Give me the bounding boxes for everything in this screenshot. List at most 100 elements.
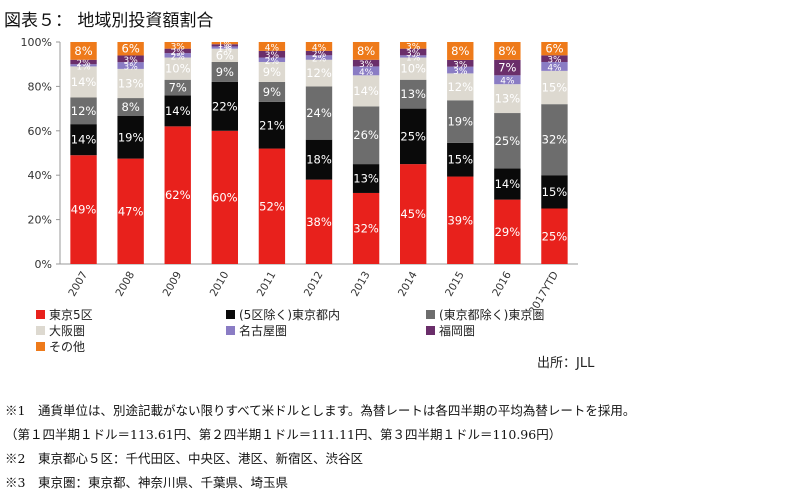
- bar-segment: [164, 42, 191, 49]
- bar-segment: [164, 53, 191, 58]
- legend-swatch: [226, 326, 235, 335]
- data-label: 4%: [312, 43, 327, 53]
- data-label: 32%: [353, 221, 379, 235]
- bar-segment: [117, 98, 144, 116]
- bar-segment: [211, 81, 239, 131]
- bar-segment: [70, 124, 97, 156]
- bar-segment: [117, 62, 144, 69]
- bar-segment: [70, 64, 97, 67]
- data-label: 8%: [451, 44, 469, 58]
- x-tick-label: 2008: [113, 270, 137, 299]
- footnote-exchange-rates: （第１四半期１ドル＝113.61円、第２四半期１ドル＝111.11円、第３四半期…: [5, 427, 562, 442]
- bar-segment: [352, 106, 380, 165]
- bar-segment: [305, 86, 333, 140]
- bar-segment: [447, 100, 474, 143]
- data-label: 26%: [353, 128, 379, 142]
- footnote-central-tokyo: ※2 東京都心５区：千代田区、中央区、港区、新宿区、渋谷区: [5, 451, 363, 466]
- bar-segment: [541, 42, 568, 56]
- data-label: 4%: [359, 68, 374, 78]
- bar-segment: [541, 104, 568, 176]
- legend-label: その他: [49, 340, 86, 354]
- data-label: 15%: [447, 153, 473, 167]
- bar-segment: [258, 42, 286, 51]
- data-label: 3%: [171, 42, 186, 52]
- legend-swatch: [36, 342, 45, 351]
- legend-label: (5区除く)東京都内: [239, 308, 340, 322]
- source-credit: 出所：JLL: [537, 356, 595, 371]
- bar-segment: [258, 101, 286, 149]
- legend-swatch: [426, 310, 435, 319]
- bar-segment: [305, 42, 333, 51]
- bar-segment: [305, 59, 333, 87]
- data-label: 3%: [359, 60, 374, 70]
- y-tick-label: 100%: [21, 36, 52, 49]
- footnotes: ※1 通貨単位は、別途記載がない限りすべて米ドルとします。為替レートは各四半期の…: [5, 399, 797, 495]
- data-label: 25%: [495, 134, 521, 148]
- data-label: 19%: [118, 130, 144, 144]
- data-label: 19%: [447, 115, 473, 129]
- bar-segment: [494, 75, 521, 85]
- bar-segment: [258, 148, 286, 264]
- data-label: 14%: [71, 133, 97, 147]
- data-label: 8%: [498, 44, 516, 58]
- bar-segment: [352, 59, 380, 67]
- data-label: 2%: [171, 48, 186, 58]
- bar-segment: [117, 68, 144, 99]
- bar-segment: [117, 55, 144, 63]
- bar-segment: [541, 61, 568, 71]
- bar-segment: [352, 164, 380, 193]
- bar-segment: [352, 75, 380, 107]
- data-label: 6%: [216, 48, 234, 62]
- y-tick-label: 80%: [28, 80, 52, 93]
- legend-label: 東京5区: [49, 308, 93, 322]
- legend-label: (東京都除く)東京圏: [439, 308, 545, 322]
- data-label: 14%: [165, 104, 191, 118]
- bar-segment: [305, 50, 333, 56]
- data-label: 12%: [447, 80, 473, 94]
- bar-segment: [541, 175, 568, 209]
- data-label: 1%: [218, 42, 233, 52]
- data-label: 7%: [498, 61, 516, 75]
- data-label: 8%: [74, 44, 92, 58]
- bar-segment: [211, 42, 239, 45]
- data-label: 7%: [169, 81, 187, 95]
- bar-segment: [211, 48, 239, 62]
- data-label: 3%: [265, 51, 280, 61]
- bar-segment: [399, 42, 427, 49]
- data-label: 8%: [357, 44, 375, 58]
- bar-segment: [164, 95, 191, 127]
- bar-segment: [352, 66, 380, 76]
- bar-segment: [352, 192, 380, 264]
- data-label: 14%: [71, 75, 97, 89]
- legend-item: 東京5区: [36, 306, 93, 323]
- data-label: 1%: [76, 62, 91, 72]
- legend-label: 名古屋圏: [239, 324, 288, 338]
- data-label: 38%: [306, 215, 332, 229]
- chart-legend: 東京5区 (5区除く)東京都内 (東京都除く)東京圏 大阪圏 名古屋圏 福岡圏 その他: [36, 306, 656, 354]
- data-label: 13%: [118, 76, 144, 90]
- data-label: 24%: [306, 106, 332, 120]
- data-label: 14%: [353, 84, 379, 98]
- bar-segment: [305, 179, 333, 264]
- bar-segment: [494, 113, 521, 169]
- stacked-bar-chart: 0%20%40%60%80%100%49%14%12%14%1%2%8%2007…: [21, 36, 578, 310]
- x-tick-label: 2016: [490, 269, 514, 298]
- data-label: 14%: [495, 177, 521, 191]
- bar-segment: [305, 55, 333, 60]
- legend-item: 名古屋圏: [226, 322, 287, 339]
- data-label: 9%: [216, 65, 234, 79]
- data-label: 13%: [353, 172, 379, 186]
- data-label: 15%: [542, 81, 568, 95]
- data-label: 3%: [123, 56, 138, 66]
- data-label: 2%: [76, 59, 91, 69]
- bar-segment: [258, 57, 286, 62]
- x-tick-label: 2014: [396, 269, 420, 298]
- legend-item: 福岡圏: [426, 322, 475, 339]
- bar-segment: [164, 48, 191, 54]
- bar-segment: [399, 48, 427, 56]
- data-label: 4%: [547, 63, 562, 73]
- data-label: 2%: [265, 57, 280, 67]
- bar-segment: [70, 97, 97, 125]
- bar-segment: [494, 168, 521, 200]
- legend-swatch: [36, 310, 45, 319]
